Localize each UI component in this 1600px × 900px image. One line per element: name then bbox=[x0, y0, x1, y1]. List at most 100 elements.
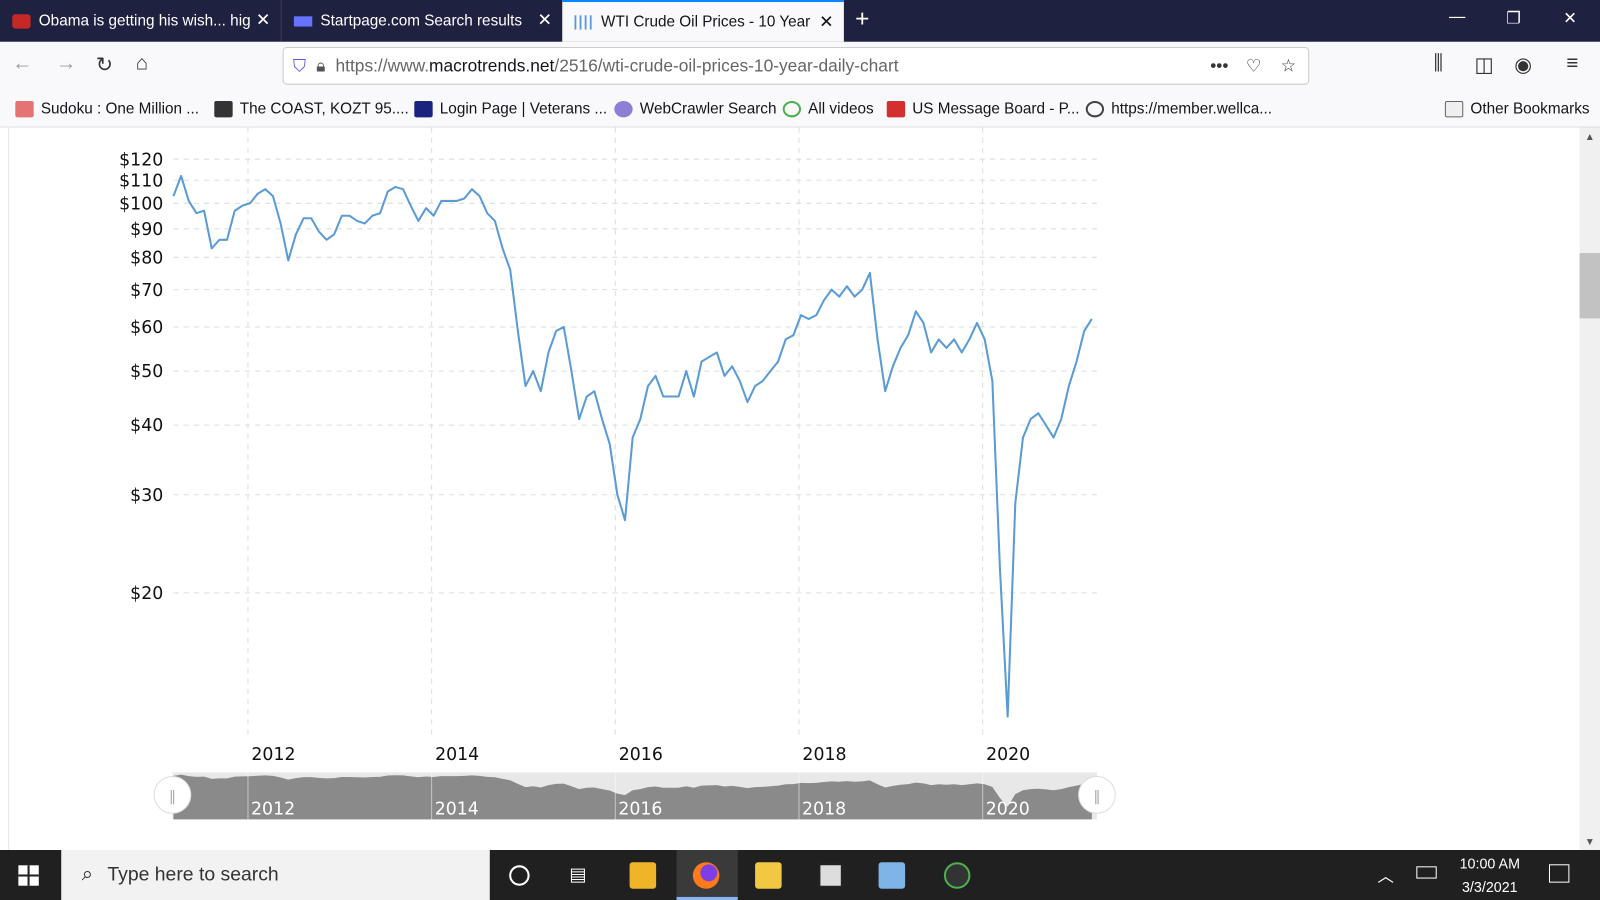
firefox-icon bbox=[692, 862, 720, 889]
sudoku-icon bbox=[15, 100, 34, 117]
x-tick-label: 2018 bbox=[802, 745, 846, 765]
play-icon bbox=[782, 100, 802, 117]
shield-icon[interactable]: ⛉ bbox=[292, 55, 306, 76]
bookmarks-bar: Sudoku : One Million ... The COAST, KOZT… bbox=[0, 90, 1600, 128]
bookmark-item[interactable]: WebCrawler Search bbox=[614, 100, 776, 117]
clock-time[interactable]: 10:00 AM bbox=[1459, 855, 1520, 872]
close-tab-icon[interactable]: ✕ bbox=[537, 10, 553, 30]
bookmark-item[interactable]: All videos bbox=[782, 100, 874, 118]
close-tab-icon[interactable]: ✕ bbox=[819, 12, 834, 32]
home-button[interactable]: ⌂ bbox=[135, 52, 149, 75]
folder-icon bbox=[1444, 100, 1464, 117]
bookmark-label: WebCrawler Search bbox=[639, 100, 777, 118]
navigator-left-handle[interactable] bbox=[153, 776, 192, 814]
y-tick-label: $60 bbox=[130, 318, 163, 338]
y-tick-label: $80 bbox=[130, 248, 163, 268]
globe-icon bbox=[1085, 100, 1105, 117]
startpage-icon bbox=[293, 15, 313, 27]
pocket-icon[interactable]: ♡ bbox=[1245, 55, 1262, 76]
scroll-down-icon[interactable]: ▼ bbox=[1584, 836, 1595, 848]
other-bookmarks[interactable]: Other Bookmarks bbox=[1444, 100, 1590, 118]
file-explorer-icon[interactable] bbox=[755, 862, 782, 889]
restore-button[interactable]: ❐ bbox=[1506, 10, 1521, 28]
lock-icon[interactable]: 🔒︎ bbox=[316, 55, 326, 76]
scroll-up-icon[interactable]: ▲ bbox=[1584, 131, 1595, 143]
y-tick-label: $50 bbox=[130, 362, 163, 382]
x-tick-label: 2016 bbox=[619, 745, 663, 765]
bookmark-item[interactable]: Sudoku : One Million ... bbox=[15, 100, 199, 117]
show-hidden-icons[interactable]: ︿ bbox=[1377, 868, 1394, 886]
bookmark-item[interactable]: https://member.wellca... bbox=[1085, 100, 1273, 118]
bookmark-label: Other Bookmarks bbox=[1470, 100, 1590, 118]
eagle-icon bbox=[12, 13, 31, 29]
navigator-year-label: 2012 bbox=[251, 799, 295, 819]
y-tick-label: $20 bbox=[130, 584, 163, 604]
eye-app-icon[interactable] bbox=[817, 862, 844, 889]
eagle-icon bbox=[886, 100, 906, 117]
url-prefix: https://www. bbox=[335, 55, 430, 76]
url-bar[interactable]: ⛉ 🔒︎ https://www. macrotrends.net/2516/wt… bbox=[282, 46, 1310, 85]
x-tick-label: 2014 bbox=[435, 745, 479, 765]
bookmark-label: Login Page | Veterans ... bbox=[439, 100, 608, 118]
bookmark-label: Sudoku : One Million ... bbox=[40, 100, 200, 118]
page-actions-icon[interactable]: ••• bbox=[1210, 55, 1229, 76]
new-tab-button[interactable]: + bbox=[855, 5, 870, 33]
reload-button[interactable]: ↻ bbox=[95, 54, 114, 77]
notifications-icon[interactable] bbox=[1548, 864, 1570, 883]
y-tick-label: $110 bbox=[119, 171, 163, 191]
bookmark-label: https://member.wellca... bbox=[1111, 100, 1273, 118]
security-check-icon[interactable] bbox=[943, 862, 971, 889]
y-tick-label: $70 bbox=[130, 281, 163, 301]
y-tick-label: $120 bbox=[119, 150, 163, 170]
bookmark-item[interactable]: The COAST, KOZT 95.... bbox=[214, 100, 409, 118]
x-tick-label: 2012 bbox=[251, 745, 295, 765]
macrotrends-icon bbox=[574, 14, 593, 30]
tab-wti-crude[interactable]: WTI Crude Oil Prices - 10 Year D ✕ bbox=[562, 0, 844, 42]
grip-icon: ‖ bbox=[1093, 789, 1100, 805]
clock-date[interactable]: 3/3/2021 bbox=[1461, 878, 1518, 895]
tab-obama[interactable]: Obama is getting his wish... hig ✕ bbox=[0, 0, 281, 42]
page-content: $20 $30 $40 $50 $60 $70 $80 $90 $100 $110 $120 2012… bbox=[0, 127, 1580, 851]
y-tick-label: $40 bbox=[130, 416, 163, 436]
windows-start-icon[interactable] bbox=[18, 865, 39, 886]
navigator-year-label: 2020 bbox=[986, 799, 1030, 819]
task-view-icon[interactable]: ▤ bbox=[569, 864, 587, 885]
bookmark-item[interactable]: Login Page | Veterans ... bbox=[414, 100, 607, 117]
navigator-year-label: 2018 bbox=[802, 799, 846, 819]
cortana-icon[interactable] bbox=[509, 865, 530, 886]
close-tab-icon[interactable]: ✕ bbox=[255, 10, 271, 30]
firefox-taskbar-button[interactable] bbox=[676, 850, 738, 900]
va-icon bbox=[414, 100, 433, 117]
menu-icon[interactable]: ≡ bbox=[1566, 52, 1579, 75]
bookmark-item[interactable]: US Message Board - P... bbox=[886, 100, 1080, 117]
y-tick-label: $30 bbox=[130, 486, 163, 506]
library-icon[interactable]: ⫼ bbox=[1433, 52, 1444, 75]
navigator-right-handle[interactable] bbox=[1078, 776, 1116, 814]
navigator-area bbox=[173, 774, 1092, 820]
webcrawler-icon bbox=[614, 100, 633, 117]
nav-toolbar: ← → ↻ ⌂ ⛉ 🔒︎ https://www. macrotrends.net… bbox=[0, 41, 1600, 91]
close-window-button[interactable]: ✕ bbox=[1563, 10, 1577, 28]
oil-price-chart[interactable]: $20 $30 $40 $50 $60 $70 $80 $90 $100 $110$120 2012… bbox=[0, 127, 1580, 850]
forward-button[interactable]: → bbox=[56, 52, 77, 75]
bookmark-label: The COAST, KOZT 95.... bbox=[239, 100, 409, 118]
sidebar-icon[interactable]: ◫ bbox=[1474, 54, 1494, 77]
media-player-icon[interactable] bbox=[878, 862, 906, 889]
scrollbar[interactable]: ▲ ▼ bbox=[1579, 127, 1600, 851]
back-button[interactable]: ← bbox=[12, 52, 33, 75]
x-tick-label: 2020 bbox=[986, 745, 1030, 765]
scrollbar-thumb[interactable] bbox=[1579, 253, 1600, 319]
tab-startpage[interactable]: Startpage.com Search results ✕ bbox=[280, 0, 563, 42]
account-icon[interactable]: ◉ bbox=[1514, 54, 1533, 77]
tab-title: WTI Crude Oil Prices - 10 Year D bbox=[601, 13, 811, 31]
grip-icon: ‖ bbox=[169, 789, 176, 805]
tab-bar: Obama is getting his wish... hig ✕ Start… bbox=[0, 0, 1600, 42]
outlook-icon[interactable] bbox=[629, 862, 657, 889]
minimize-button[interactable]: — bbox=[1448, 8, 1466, 26]
bookmark-label: All videos bbox=[808, 100, 874, 118]
y-tick-label: $100 bbox=[119, 194, 163, 214]
battery-icon[interactable] bbox=[1416, 866, 1437, 879]
bookmark-star-icon[interactable]: ☆ bbox=[1280, 55, 1297, 76]
search-placeholder: Type here to search bbox=[107, 863, 279, 886]
taskbar-search[interactable]: ⌕ Type here to search bbox=[61, 850, 490, 900]
